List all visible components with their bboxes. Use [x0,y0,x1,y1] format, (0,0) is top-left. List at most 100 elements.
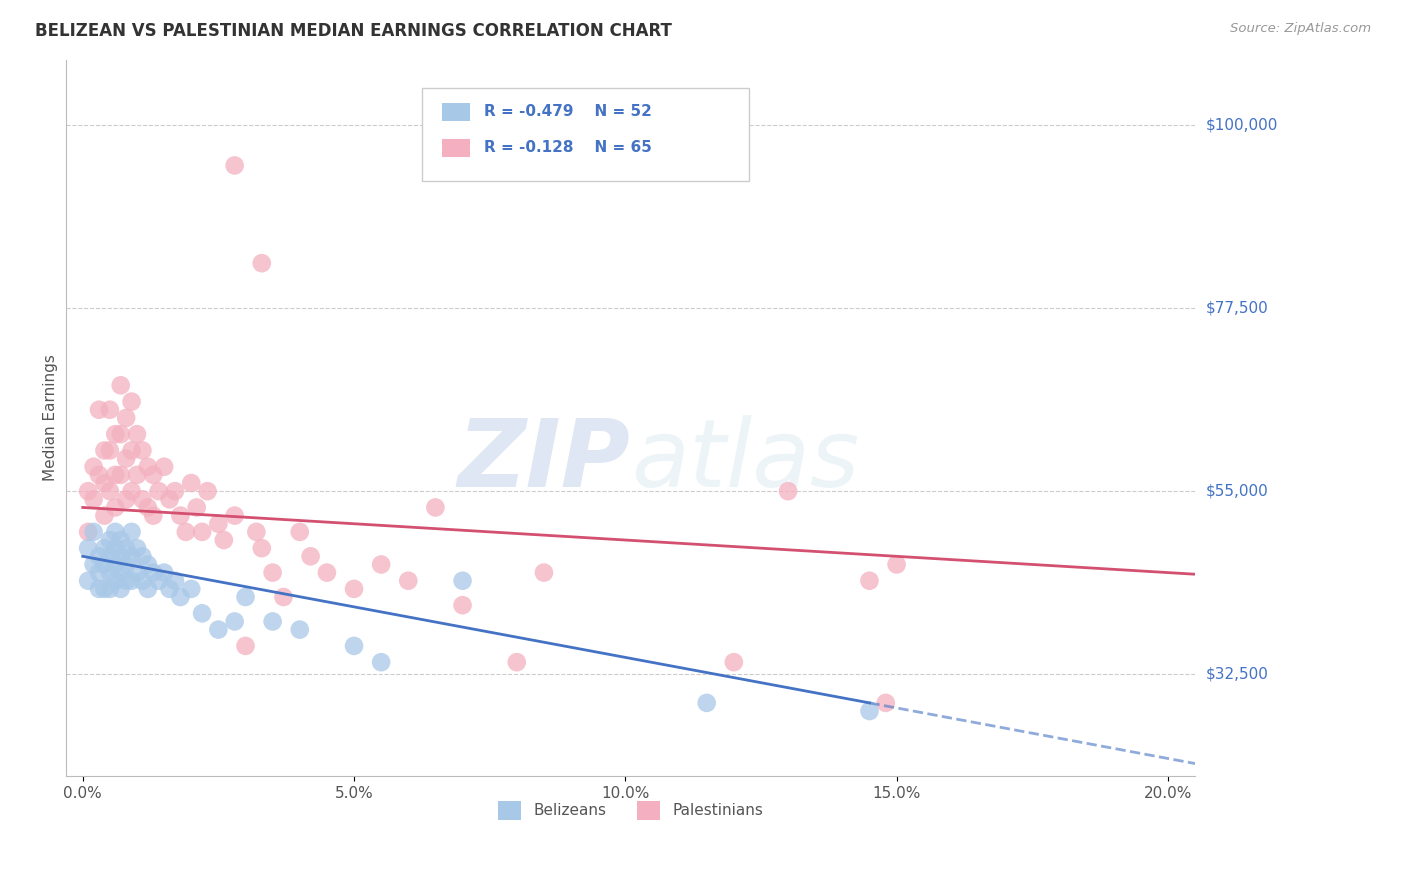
Point [115,492,138,507]
Point [235,590,257,604]
Point [153,459,176,474]
Point [169,508,191,523]
Point [115,410,138,425]
Point [212,533,235,547]
Point [87,566,110,580]
Point [148,574,170,588]
Point [136,582,159,596]
Point [93,582,115,596]
Point [186,500,208,515]
Point [370,655,392,669]
FancyBboxPatch shape [422,88,749,181]
Point [159,582,181,596]
Point [93,443,115,458]
Point [87,582,110,596]
Point [148,484,170,499]
Point [180,582,202,596]
Point [98,566,121,580]
Point [163,484,186,499]
Point [197,484,219,499]
Point [425,500,447,515]
Point [87,549,110,564]
Point [451,574,474,588]
Point [121,394,143,409]
FancyBboxPatch shape [443,103,471,121]
Point [169,590,191,604]
Point [153,566,176,580]
Text: $77,500: $77,500 [1206,301,1268,316]
Point [273,590,295,604]
Point [125,467,148,482]
Point [224,158,246,172]
Point [115,558,138,572]
Point [93,508,115,523]
Point [77,541,100,556]
Point [121,524,143,539]
Point [110,378,132,392]
Point [131,443,153,458]
Point [83,524,105,539]
Point [115,541,138,556]
Text: $100,000: $100,000 [1206,117,1278,132]
Point [174,524,197,539]
Point [142,508,165,523]
Point [104,467,127,482]
Point [235,639,257,653]
Point [858,704,880,718]
Point [98,549,121,564]
Point [104,574,127,588]
Point [142,566,165,580]
Point [191,607,214,621]
Point [396,574,419,588]
Text: $32,500: $32,500 [1206,667,1270,681]
Text: atlas: atlas [631,416,859,507]
Point [136,459,159,474]
Point [115,574,138,588]
Point [207,516,229,531]
Point [104,427,127,442]
Y-axis label: Median Earnings: Median Earnings [44,354,58,482]
Point [93,558,115,572]
Point [98,484,121,499]
Point [131,574,153,588]
Point [506,655,529,669]
Point [224,615,246,629]
Point [207,623,229,637]
Point [315,566,337,580]
Point [83,459,105,474]
Point [131,492,153,507]
Point [110,549,132,564]
Point [121,443,143,458]
Point [104,541,127,556]
Point [98,582,121,596]
Point [98,443,121,458]
Point [125,566,148,580]
Point [180,476,202,491]
Point [125,427,148,442]
Point [83,492,105,507]
Point [262,566,284,580]
Point [93,476,115,491]
Point [142,467,165,482]
Point [77,524,100,539]
Point [245,524,267,539]
Point [451,598,474,612]
Point [343,582,366,596]
Point [131,549,153,564]
Point [98,402,121,417]
Point [87,467,110,482]
Point [115,451,138,466]
Point [343,639,366,653]
Point [93,541,115,556]
Point [77,574,100,588]
Point [83,558,105,572]
Point [110,467,132,482]
Text: R = -0.479    N = 52: R = -0.479 N = 52 [484,104,652,120]
Point [886,558,908,572]
Point [104,524,127,539]
Point [104,558,127,572]
Point [875,696,897,710]
Point [858,574,880,588]
Point [288,524,311,539]
Point [136,558,159,572]
